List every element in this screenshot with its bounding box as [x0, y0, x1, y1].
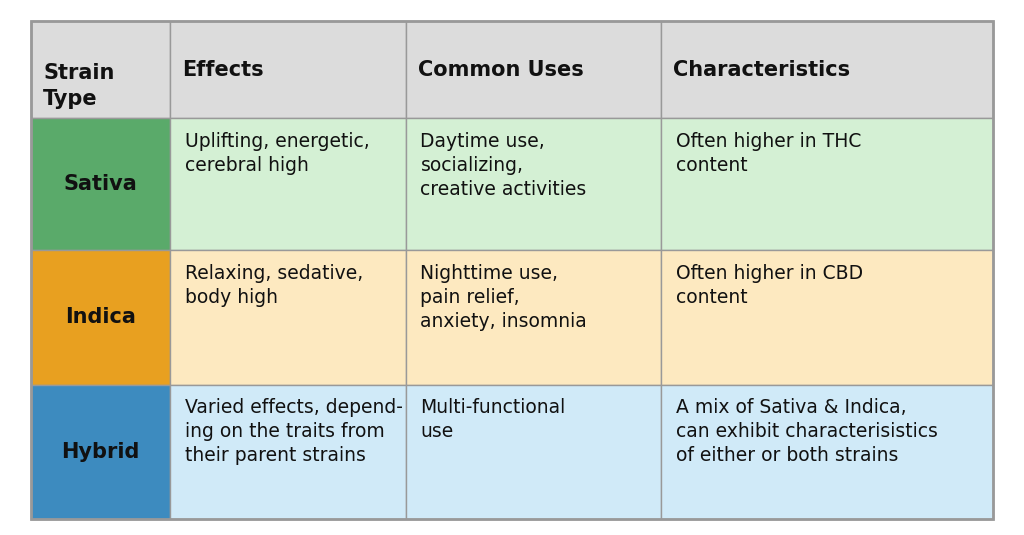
- Bar: [662, 250, 993, 385]
- Text: Multi-functional
use: Multi-functional use: [421, 398, 565, 441]
- Bar: [407, 385, 662, 519]
- Text: Often higher in CBD
content: Often higher in CBD content: [676, 264, 862, 307]
- Text: Indica: Indica: [66, 308, 136, 327]
- Text: Daytime use,
socializing,
creative activities: Daytime use, socializing, creative activ…: [421, 132, 587, 200]
- Text: Hybrid: Hybrid: [61, 442, 139, 462]
- Bar: [407, 118, 662, 250]
- Bar: [170, 21, 407, 118]
- Text: Nighttime use,
pain relief,
anxiety, insomnia: Nighttime use, pain relief, anxiety, ins…: [421, 264, 587, 331]
- Bar: [407, 21, 662, 118]
- Text: Varied effects, depend-
ing on the traits from
their parent strains: Varied effects, depend- ing on the trait…: [184, 398, 402, 465]
- Text: A mix of Sativa & Indica,
can exhibit characterisistics
of either or both strain: A mix of Sativa & Indica, can exhibit ch…: [676, 398, 937, 465]
- Text: Characteristics: Characteristics: [674, 60, 851, 80]
- Text: Strain
Type: Strain Type: [43, 63, 115, 109]
- Bar: [170, 250, 407, 385]
- Bar: [31, 118, 170, 250]
- Bar: [662, 385, 993, 519]
- Bar: [170, 385, 407, 519]
- Bar: [31, 385, 170, 519]
- Text: Often higher in THC
content: Often higher in THC content: [676, 132, 861, 175]
- Bar: [662, 118, 993, 250]
- Bar: [31, 21, 170, 118]
- Text: Common Uses: Common Uses: [419, 60, 584, 80]
- Text: Uplifting, energetic,
cerebral high: Uplifting, energetic, cerebral high: [184, 132, 370, 175]
- Bar: [662, 21, 993, 118]
- Bar: [31, 250, 170, 385]
- Text: Effects: Effects: [182, 60, 264, 80]
- Text: Sativa: Sativa: [63, 174, 137, 194]
- Text: Relaxing, sedative,
body high: Relaxing, sedative, body high: [184, 264, 362, 307]
- Bar: [170, 118, 407, 250]
- Bar: [407, 250, 662, 385]
